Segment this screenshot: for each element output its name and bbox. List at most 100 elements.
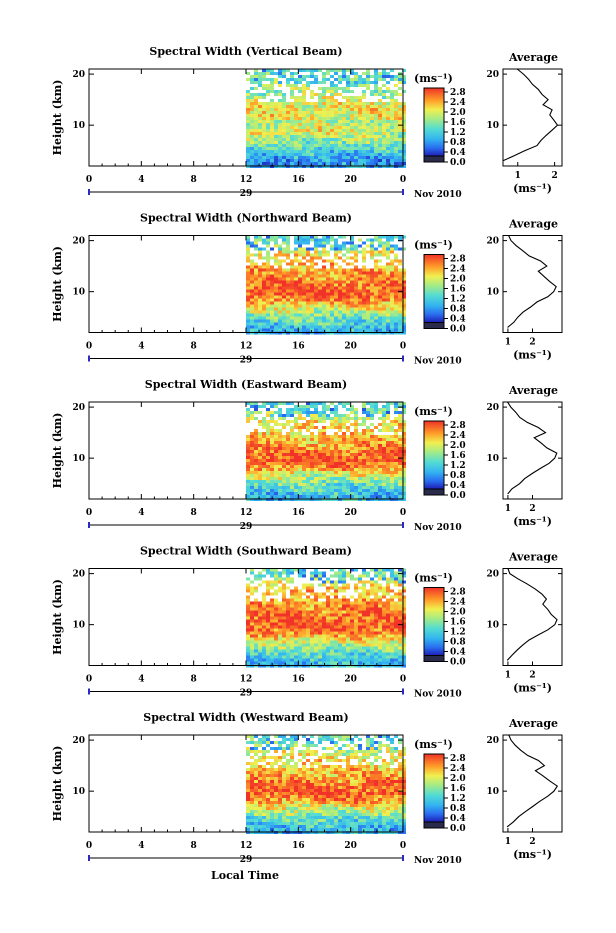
heatmap-cell	[310, 147, 314, 150]
heatmap-cell	[326, 299, 330, 302]
heatmap-cell	[362, 78, 366, 81]
heatmap-cell	[250, 260, 254, 263]
heatmap-cell	[282, 462, 286, 465]
heatmap-cell	[370, 293, 374, 296]
heatmap-cell	[366, 456, 370, 459]
heatmap-cell	[294, 587, 298, 590]
heatmap-cell	[302, 632, 306, 635]
heatmap-cell	[270, 123, 274, 126]
heatmap-cell	[338, 147, 342, 150]
heatmap-cell	[350, 263, 354, 266]
heatmap-cell	[338, 81, 342, 84]
heatmap-cell	[342, 281, 346, 284]
heatmap-cell	[326, 611, 330, 614]
heatmap-cell	[354, 141, 358, 144]
heatmap-cell	[250, 417, 254, 420]
heatmap-cell	[298, 81, 302, 84]
heatmap-cell	[358, 141, 362, 144]
heatmap-cell	[346, 308, 350, 311]
heatmap-cell	[258, 81, 262, 84]
heatmap-cell	[254, 117, 258, 120]
heatmap-cell	[290, 599, 294, 602]
heatmap-cell	[354, 311, 358, 314]
heatmap-cell	[322, 269, 326, 272]
heatmap-cell	[314, 414, 318, 417]
heatmap-cell	[358, 281, 362, 284]
heatmap-cell	[370, 296, 374, 299]
heatmap-cell	[346, 290, 350, 293]
heatmap-cell	[250, 287, 254, 290]
heatmap-cell	[342, 138, 346, 141]
heatmap-cell	[366, 147, 370, 150]
heatmap-cell	[338, 108, 342, 111]
heatmap-cell	[262, 423, 266, 426]
heatmap-cell	[310, 323, 314, 326]
heatmap-cell	[330, 489, 334, 492]
heatmap-cell	[386, 495, 390, 498]
heatmap-cell	[250, 456, 254, 459]
heatmap-cell	[382, 441, 386, 444]
heatmap-cell	[350, 290, 354, 293]
heatmap-cell	[398, 284, 402, 287]
heatmap-cell	[326, 659, 330, 662]
heatmap-cell	[326, 120, 330, 123]
heatmap-cell	[358, 302, 362, 305]
heatmap-cell	[286, 239, 290, 242]
heatmap-cell	[306, 471, 310, 474]
heatmap-cell	[334, 635, 338, 638]
heatmap-cell	[262, 87, 266, 90]
heatmap-cell	[342, 438, 346, 441]
heatmap-cell	[266, 656, 270, 659]
heatmap-cell	[374, 126, 378, 129]
heatmap-cell	[262, 662, 266, 665]
heatmap-cell	[378, 138, 382, 141]
heatmap-cell	[314, 323, 318, 326]
heatmap-cell	[298, 656, 302, 659]
heatmap-cell	[290, 441, 294, 444]
heatmap-cell	[254, 275, 258, 278]
heatmap-cell	[362, 411, 366, 414]
heatmap-cell	[366, 305, 370, 308]
heatmap-cell	[294, 608, 298, 611]
heatmap-cell	[362, 590, 366, 593]
heatmap-cell	[346, 429, 350, 432]
heatmap-cell	[254, 293, 258, 296]
heatmap-cell	[266, 420, 270, 423]
heatmap-cell	[318, 147, 322, 150]
heatmap-cell	[346, 147, 350, 150]
heatmap-cell	[382, 635, 386, 638]
heatmap-cell	[358, 75, 362, 78]
heatmap-cell	[306, 420, 310, 423]
heatmap-cell	[326, 641, 330, 644]
heatmap-cell	[338, 456, 342, 459]
heatmap-cell	[354, 138, 358, 141]
heatmap-cell	[398, 287, 402, 290]
heatmap-cell	[278, 414, 282, 417]
heatmap-cell	[342, 653, 346, 656]
heatmap-cell	[334, 290, 338, 293]
heatmap-cell	[374, 326, 378, 329]
heatmap-cell	[346, 599, 350, 602]
heatmap-cell	[386, 90, 390, 93]
heatmap-cell	[314, 245, 318, 248]
heatmap-cell	[374, 477, 378, 480]
heatmap-cell	[378, 141, 382, 144]
heatmap-cell	[294, 662, 298, 665]
heatmap-cell	[342, 75, 346, 78]
heatmap-cell	[322, 129, 326, 132]
heatmap-cell	[266, 474, 270, 477]
heatmap-cell	[362, 441, 366, 444]
heatmap-cells	[246, 569, 406, 668]
heatmap-cell	[298, 275, 302, 278]
heatmap-cell	[274, 242, 278, 245]
heatmap-cell	[378, 287, 382, 290]
heatmap-cell	[330, 587, 334, 590]
heatmap-cell	[370, 245, 374, 248]
heatmap-cell	[350, 614, 354, 617]
heatmap-cell	[266, 135, 270, 138]
heatmap-cell	[338, 302, 342, 305]
heatmap-cell	[374, 453, 378, 456]
heatmap-cell	[374, 593, 378, 596]
heatmap-cell	[278, 245, 282, 248]
